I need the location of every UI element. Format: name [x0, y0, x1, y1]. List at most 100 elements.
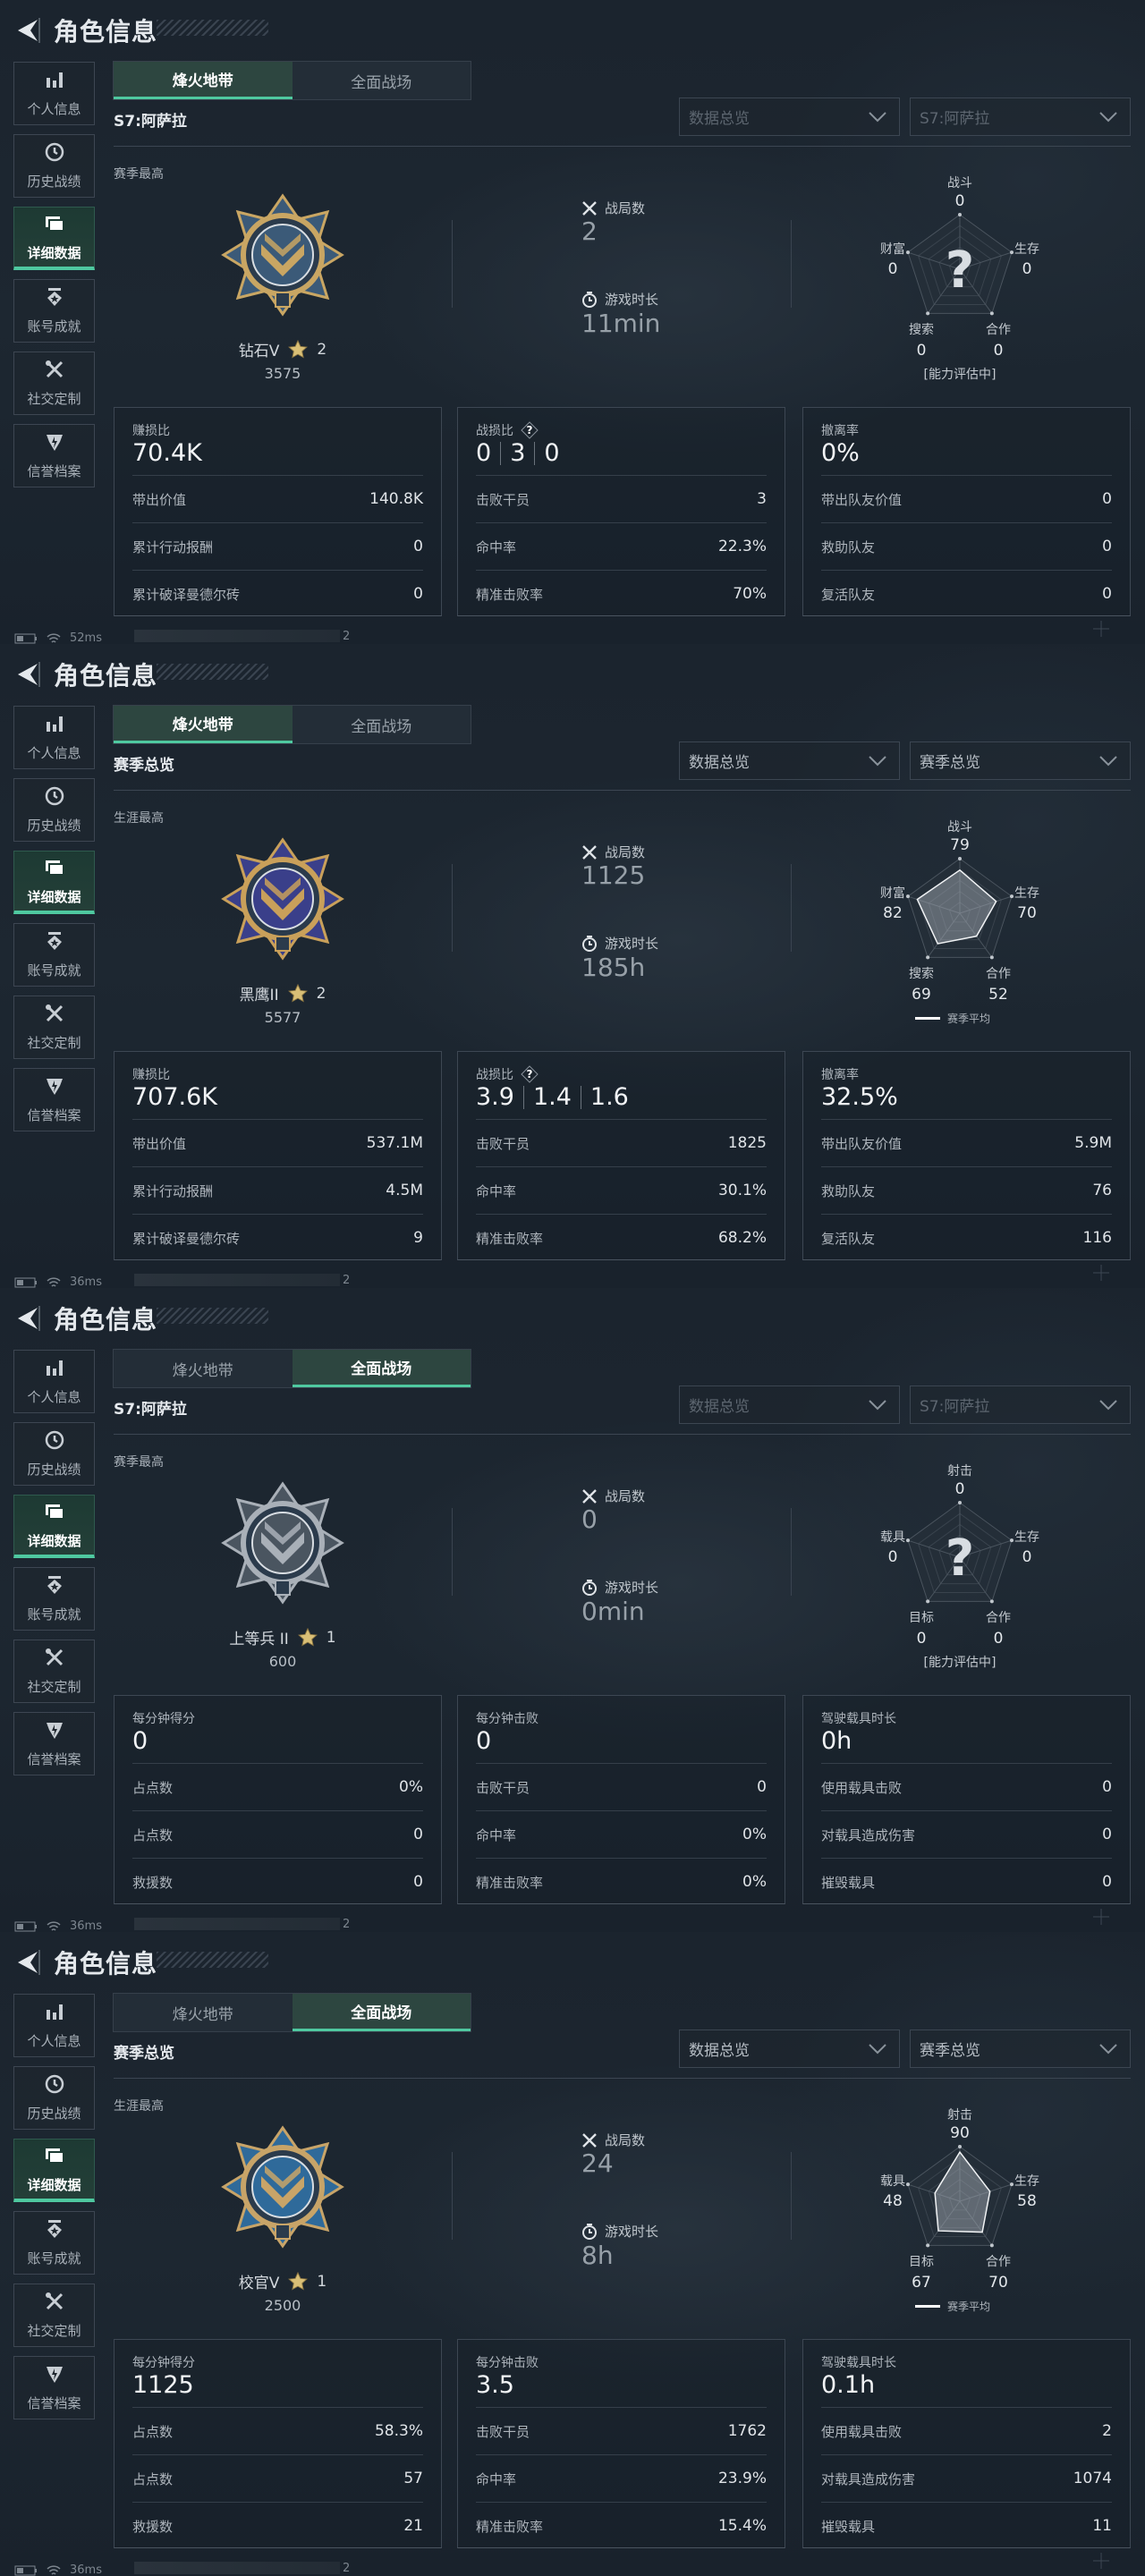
- section-title: 赛季总览: [114, 757, 174, 775]
- stat-value: 0: [1102, 1826, 1112, 1843]
- sidebar-item-1[interactable]: 历史战绩: [13, 2066, 95, 2130]
- battles-value: 2: [581, 216, 598, 246]
- status-bar: 36ms: [14, 2563, 102, 2576]
- sidebar-item-label: 个人信息: [27, 101, 81, 117]
- stat-value: 0: [1102, 585, 1112, 603]
- bar-chart-icon: [44, 2001, 65, 2026]
- stat-row: 累计行动报酬 4.5M: [132, 1166, 423, 1214]
- sidebar-item-1[interactable]: 历史战绩: [13, 1422, 95, 1486]
- stat-row: 累计行动报酬 0: [132, 522, 423, 570]
- radar-axis-label: 合作: [986, 323, 1011, 337]
- sidebar-item-3[interactable]: 账号成就: [13, 923, 95, 987]
- card-value-text: 0: [476, 1727, 492, 1755]
- sidebar-item-2[interactable]: 详细数据: [13, 1495, 95, 1558]
- tab-mode-0[interactable]: 烽火地带: [172, 1361, 233, 1380]
- stat-value: 0: [413, 585, 423, 603]
- sidebar-item-4[interactable]: 社交定制: [13, 996, 95, 1059]
- back-arrow-icon[interactable]: [14, 1306, 41, 1331]
- sidebar-item-0[interactable]: 个人信息: [13, 62, 95, 125]
- bar-chart-icon: [44, 69, 65, 94]
- tab-mode-0[interactable]: 烽火地带: [114, 62, 293, 99]
- tab-mode-1[interactable]: 全面战场: [351, 717, 412, 736]
- divider: [452, 1508, 453, 1596]
- sidebar-item-1[interactable]: 历史战绩: [13, 778, 95, 842]
- card-title: 战损比?: [476, 1065, 539, 1083]
- sidebar-item-0[interactable]: 个人信息: [13, 1994, 95, 2057]
- radar-axis-label: 生存: [1014, 886, 1039, 901]
- sidebar-item-5[interactable]: 信誉档案: [13, 1712, 95, 1775]
- season-select[interactable]: S7:阿萨拉: [910, 97, 1131, 136]
- character-info-screen: 角色信息 个人信息 历史战绩 详细数据 账号成就 社交定制 信誉档案 烽火地带 全面战场 S7…: [0, 0, 1145, 644]
- ratio-part: 0: [544, 439, 560, 467]
- rank-title: 黑鹰II 2: [193, 982, 372, 1004]
- stopwatch-icon: [582, 291, 597, 308]
- tab-mode-1[interactable]: 全面战场: [292, 1994, 471, 2031]
- stat-label: 精准击败率: [476, 2518, 544, 2535]
- stat-value: 1074: [1073, 2470, 1112, 2487]
- sidebar-item-4[interactable]: 社交定制: [13, 2284, 95, 2347]
- ability-radar: ? 射击 0 生存 0 合作 0 目标 0 载具 0 [能力评估中]: [870, 1458, 1049, 1673]
- sidebar-item-1[interactable]: 历史战绩: [13, 134, 95, 198]
- card-value: 70.4K: [132, 439, 202, 467]
- chevron-down-icon: [1099, 755, 1117, 766]
- back-arrow-icon[interactable]: [14, 18, 41, 43]
- radar-vertex: [989, 1599, 994, 1604]
- stat-label: 累计破译曼德尔砖: [132, 586, 241, 603]
- divider: [791, 864, 792, 952]
- radar-value-shape: [916, 869, 997, 945]
- help-icon[interactable]: ?: [521, 421, 539, 439]
- radar-vertex: [926, 955, 930, 960]
- sidebar-item-2[interactable]: 详细数据: [13, 851, 95, 914]
- legend-label: 赛季平均: [947, 2301, 991, 2313]
- stat-card: 驾驶载具时长 0.1h 使用载具击败 2 对载具造成伤害 1074 摧毁载具 11: [802, 2339, 1131, 2548]
- sidebar-item-3[interactable]: 账号成就: [13, 1567, 95, 1631]
- folder-data-icon: [44, 213, 65, 238]
- achievement-badge-icon: [44, 930, 65, 955]
- divider: [114, 146, 1131, 147]
- help-icon[interactable]: ?: [521, 1065, 539, 1083]
- radar-axis-label: 射击: [947, 1464, 972, 1479]
- sidebar-item-4[interactable]: 社交定制: [13, 1640, 95, 1703]
- sidebar-item-0[interactable]: 个人信息: [13, 706, 95, 769]
- sidebar-item-5[interactable]: 信誉档案: [13, 424, 95, 487]
- sidebar-item-2[interactable]: 详细数据: [13, 2139, 95, 2202]
- battles-value: 24: [581, 2148, 614, 2178]
- sidebar-item-2[interactable]: 详细数据: [13, 207, 95, 270]
- sidebar-item-5[interactable]: 信誉档案: [13, 1068, 95, 1131]
- data-type-select[interactable]: 数据总览: [679, 97, 900, 136]
- data-type-select[interactable]: 数据总览: [679, 1385, 900, 1424]
- data-type-select[interactable]: 数据总览: [679, 2029, 900, 2068]
- back-arrow-icon[interactable]: [14, 662, 41, 687]
- stat-label: 带出队友价值: [821, 1135, 903, 1152]
- stat-row: 带出队友价值 5.9M: [821, 1119, 1112, 1166]
- shield-credit-icon: [44, 1075, 65, 1100]
- radar-axis-value: 58: [1017, 2192, 1037, 2210]
- radar-vertex: [905, 250, 910, 255]
- rank-score: 2500: [264, 2297, 301, 2314]
- card-value: 32.5%: [821, 1083, 898, 1111]
- sidebar-item-3[interactable]: 账号成就: [13, 2211, 95, 2275]
- battles-label: 战局数: [581, 1487, 645, 1505]
- tab-mode-1[interactable]: 全面战场: [351, 73, 412, 92]
- sidebar-item-5[interactable]: 信誉档案: [13, 2356, 95, 2419]
- sidebar-item-0[interactable]: 个人信息: [13, 1350, 95, 1413]
- season-select[interactable]: 赛季总览: [910, 2029, 1131, 2068]
- card-value: 0: [132, 1727, 148, 1755]
- data-type-select[interactable]: 数据总览: [679, 741, 900, 780]
- tab-mode-1[interactable]: 全面战场: [292, 1350, 471, 1387]
- back-arrow-icon[interactable]: [14, 1950, 41, 1975]
- tab-mode-0[interactable]: 烽火地带: [114, 706, 293, 743]
- wifi-icon: [47, 2564, 61, 2575]
- stat-value: 0%: [399, 1778, 423, 1796]
- shield-credit-icon: [44, 431, 65, 456]
- season-select[interactable]: S7:阿萨拉: [910, 1385, 1131, 1424]
- chevron-down-icon: [1099, 1399, 1117, 1410]
- sidebar-item-3[interactable]: 账号成就: [13, 279, 95, 343]
- ability-radar: ? 战斗 0 生存 0 合作 0 搜索 0 财富 0 [能力评估中]: [870, 170, 1049, 385]
- rank-name: 校官V: [238, 2275, 280, 2292]
- radar-axis-value: 0: [1022, 1548, 1032, 1566]
- season-select[interactable]: 赛季总览: [910, 741, 1131, 780]
- stat-card: 赚损比 707.6K 带出价值 537.1M 累计行动报酬 4.5M 累计破译曼德尔砖 9: [114, 1051, 442, 1260]
- sidebar-item-4[interactable]: 社交定制: [13, 352, 95, 415]
- tab-mode-0[interactable]: 烽火地带: [172, 2005, 233, 2024]
